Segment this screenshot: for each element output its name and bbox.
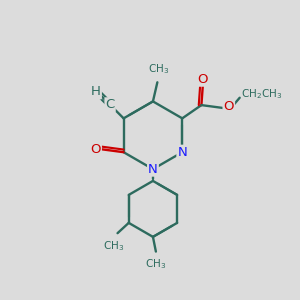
Text: CH$_3$: CH$_3$	[103, 239, 124, 253]
Text: O: O	[224, 100, 234, 113]
Text: CH$_3$: CH$_3$	[148, 63, 169, 76]
Text: N: N	[177, 146, 187, 159]
Text: O: O	[90, 143, 101, 156]
Text: O: O	[198, 73, 208, 86]
Text: CH$_3$: CH$_3$	[145, 257, 166, 271]
Text: N: N	[148, 163, 158, 176]
Text: C: C	[106, 98, 115, 111]
Text: H: H	[91, 85, 101, 98]
Text: CH$_2$CH$_3$: CH$_2$CH$_3$	[241, 87, 282, 101]
